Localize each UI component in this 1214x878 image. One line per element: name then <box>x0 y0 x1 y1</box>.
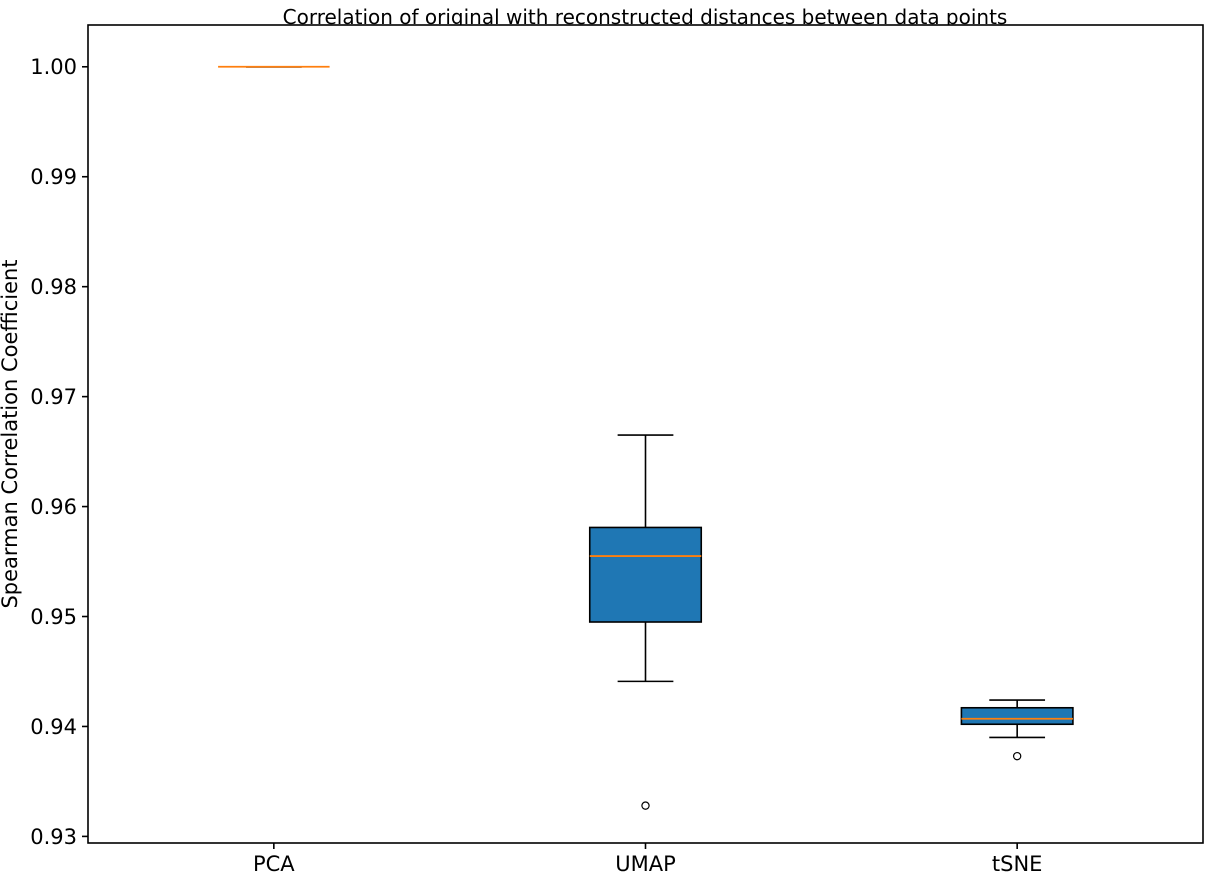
y-tick-label: 0.97 <box>30 385 77 409</box>
x-tick-label: tSNE <box>992 852 1043 876</box>
plot-area: 1.00 0.99 0.98 0.97 0.96 0.95 0.94 0.93 PCA UMAP t… <box>30 24 1204 876</box>
outlier-marker <box>641 801 650 810</box>
y-tick-label: 0.98 <box>30 275 77 299</box>
y-tick-label: 0.95 <box>30 605 77 629</box>
y-axis-label: Spearman Correlation Coefficient <box>0 259 22 608</box>
x-tick-label: PCA <box>253 852 295 876</box>
outlier-marker <box>1012 751 1022 761</box>
box-rect <box>960 706 1074 726</box>
y-tick-label: 1.00 <box>30 55 77 79</box>
box-rect <box>588 526 703 623</box>
y-tick-label: 0.96 <box>30 495 77 519</box>
y-tick-label: 0.99 <box>30 165 77 189</box>
y-tick-label: 0.93 <box>30 825 77 849</box>
y-tick-label: 0.94 <box>30 715 77 739</box>
x-tick-label: UMAP <box>615 852 676 876</box>
